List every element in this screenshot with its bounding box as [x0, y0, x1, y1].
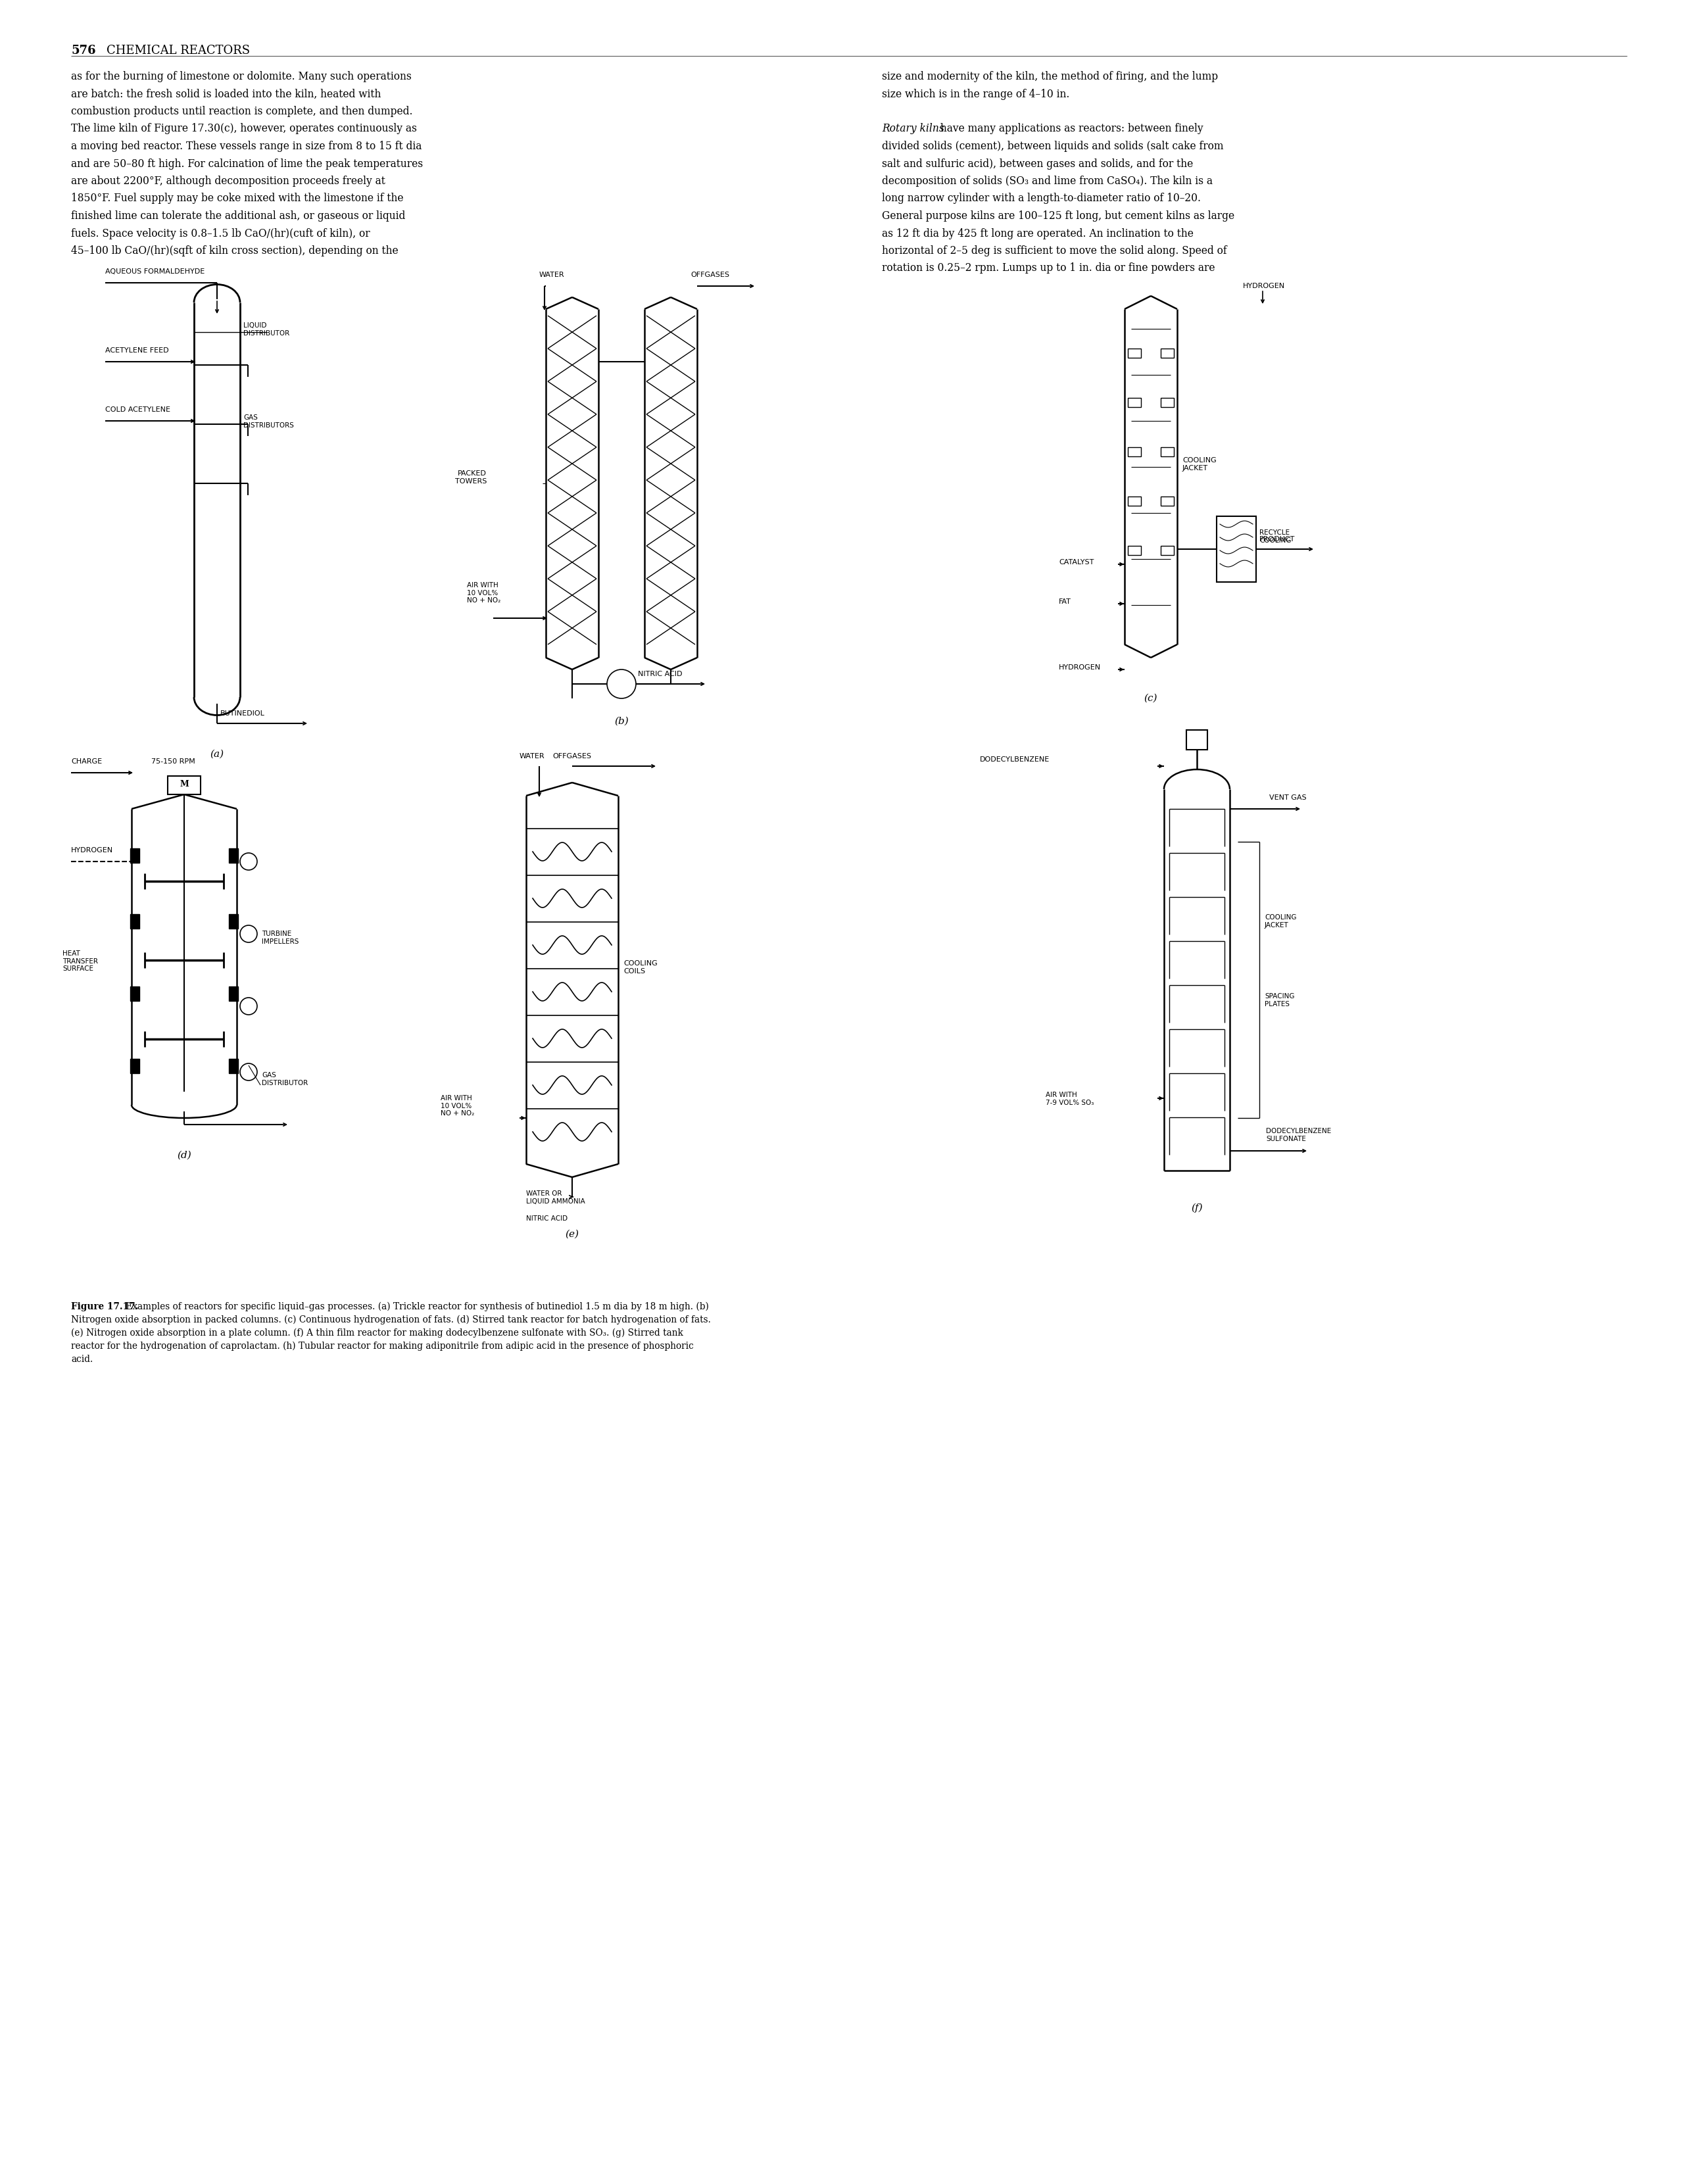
Text: (e) Nitrogen oxide absorption in a plate column. (f) A thin film reactor for mak: (e) Nitrogen oxide absorption in a plate…: [71, 1328, 683, 1339]
Bar: [131, 1059, 139, 1072]
Bar: [1127, 546, 1141, 555]
Bar: [131, 847, 139, 863]
Bar: [131, 915, 139, 928]
Text: (a): (a): [211, 749, 224, 758]
Text: 576: 576: [71, 44, 95, 57]
Text: (b): (b): [615, 716, 628, 725]
Text: reactor for the hydrogenation of caprolactam. (h) Tubular reactor for making adi: reactor for the hydrogenation of caprola…: [71, 1341, 694, 1352]
Text: are about 2200°F, although decomposition proceeds freely at: are about 2200°F, although decomposition…: [71, 175, 385, 188]
Text: Figure 17.17.: Figure 17.17.: [71, 1302, 138, 1310]
Text: HEAT
TRANSFER
SURFACE: HEAT TRANSFER SURFACE: [63, 950, 98, 972]
Text: GAS
DISTRIBUTOR: GAS DISTRIBUTOR: [261, 1072, 307, 1085]
Text: COOLING
JACKET: COOLING JACKET: [1265, 915, 1297, 928]
Text: NITRIC ACID: NITRIC ACID: [638, 670, 683, 677]
Text: COLD ACETYLENE: COLD ACETYLENE: [105, 406, 170, 413]
Text: fuels. Space velocity is 0.8–1.5 lb CaO/(hr)(cuft of kiln), or: fuels. Space velocity is 0.8–1.5 lb CaO/…: [71, 227, 370, 238]
Bar: [1161, 349, 1173, 358]
Text: OFFGASES: OFFGASES: [554, 753, 591, 760]
Text: OFFGASES: OFFGASES: [691, 271, 730, 277]
Bar: [1161, 448, 1173, 456]
Text: FAT: FAT: [1060, 598, 1071, 605]
Text: 1850°F. Fuel supply may be coke mixed with the limestone if the: 1850°F. Fuel supply may be coke mixed wi…: [71, 192, 404, 203]
Text: GAS
DISTRIBUTORS: GAS DISTRIBUTORS: [243, 415, 294, 428]
Text: (f): (f): [1190, 1203, 1202, 1212]
Text: ACETYLENE FEED: ACETYLENE FEED: [105, 347, 168, 354]
Bar: [229, 915, 238, 928]
Text: AIR WITH
7-9 VOL% SO₃: AIR WITH 7-9 VOL% SO₃: [1046, 1092, 1094, 1105]
Text: DODECYLBENZENE
SULFONATE: DODECYLBENZENE SULFONATE: [1267, 1127, 1331, 1142]
Text: PRODUCT: PRODUCT: [1260, 535, 1296, 542]
Text: AQUEOUS FORMALDEHYDE: AQUEOUS FORMALDEHYDE: [105, 269, 205, 275]
Bar: [1127, 496, 1141, 507]
Text: as 12 ft dia by 425 ft long are operated. An inclination to the: as 12 ft dia by 425 ft long are operated…: [881, 227, 1194, 238]
Text: (c): (c): [1144, 695, 1158, 703]
Bar: [1127, 448, 1141, 456]
Bar: [229, 1059, 238, 1072]
Text: COOLING
JACKET: COOLING JACKET: [1182, 456, 1216, 472]
Text: SPACING
PLATES: SPACING PLATES: [1265, 994, 1294, 1007]
Text: WATER OR
LIQUID AMMONIA: WATER OR LIQUID AMMONIA: [526, 1190, 586, 1206]
Text: salt and sulfuric acid), between gases and solids, and for the: salt and sulfuric acid), between gases a…: [881, 157, 1194, 170]
Bar: [131, 987, 139, 1000]
Text: DODECYLBENZENE: DODECYLBENZENE: [980, 756, 1049, 762]
Text: CHARGE: CHARGE: [71, 758, 102, 764]
Bar: [1161, 546, 1173, 555]
Text: HYDROGEN: HYDROGEN: [1243, 282, 1285, 288]
Text: (e): (e): [565, 1230, 579, 1238]
Text: BUTINEDIOL: BUTINEDIOL: [221, 710, 265, 716]
Text: rotation is 0.25–2 rpm. Lumps up to 1 in. dia or fine powders are: rotation is 0.25–2 rpm. Lumps up to 1 in…: [881, 262, 1216, 273]
Text: combustion products until reaction is complete, and then dumped.: combustion products until reaction is co…: [71, 105, 413, 118]
Text: decomposition of solids (SO₃ and lime from CaSO₄). The kiln is a: decomposition of solids (SO₃ and lime fr…: [881, 175, 1212, 188]
Bar: [1216, 515, 1257, 581]
Text: AIR WITH
10 VOL%
NO + NO₂: AIR WITH 10 VOL% NO + NO₂: [440, 1094, 474, 1116]
Text: M: M: [180, 780, 188, 788]
Text: are batch: the fresh solid is loaded into the kiln, heated with: are batch: the fresh solid is loaded int…: [71, 87, 380, 100]
Bar: [229, 987, 238, 1000]
Text: The lime kiln of Figure 17.30(c), however, operates continuously as: The lime kiln of Figure 17.30(c), howeve…: [71, 122, 416, 135]
Text: as for the burning of limestone or dolomite. Many such operations: as for the burning of limestone or dolom…: [71, 72, 411, 83]
Text: PACKED
TOWERS: PACKED TOWERS: [455, 470, 487, 485]
Bar: [168, 775, 200, 795]
Text: RECYCLE
COOLING: RECYCLE COOLING: [1260, 529, 1290, 544]
Text: finished lime can tolerate the additional ash, or gaseous or liquid: finished lime can tolerate the additiona…: [71, 210, 406, 221]
Text: WATER: WATER: [520, 753, 545, 760]
Bar: [1187, 729, 1207, 749]
Bar: [1161, 496, 1173, 507]
Text: Examples of reactors for specific liquid–gas processes. (a) Trickle reactor for : Examples of reactors for specific liquid…: [124, 1302, 710, 1313]
Text: General purpose kilns are 100–125 ft long, but cement kilns as large: General purpose kilns are 100–125 ft lon…: [881, 210, 1234, 221]
Text: have many applications as reactors: between finely: have many applications as reactors: betw…: [937, 122, 1204, 135]
Text: size which is in the range of 4–10 in.: size which is in the range of 4–10 in.: [881, 87, 1070, 100]
Text: Nitrogen oxide absorption in packed columns. (c) Continuous hydrogenation of fat: Nitrogen oxide absorption in packed colu…: [71, 1315, 711, 1326]
Text: CATALYST: CATALYST: [1060, 559, 1094, 566]
Text: AIR WITH
10 VOL%
NO + NO₂: AIR WITH 10 VOL% NO + NO₂: [467, 581, 501, 603]
Bar: [1127, 397, 1141, 406]
Text: LIQUID
DISTRIBUTOR: LIQUID DISTRIBUTOR: [243, 323, 290, 336]
Text: (d): (d): [177, 1151, 192, 1160]
Text: divided solids (cement), between liquids and solids (salt cake from: divided solids (cement), between liquids…: [881, 140, 1224, 153]
Text: TURBINE
IMPELLERS: TURBINE IMPELLERS: [261, 930, 299, 946]
Text: NITRIC ACID: NITRIC ACID: [526, 1214, 567, 1221]
Text: COOLING
COILS: COOLING COILS: [623, 961, 657, 974]
Text: Rotary kilns: Rotary kilns: [881, 122, 944, 135]
Text: VENT GAS: VENT GAS: [1268, 795, 1306, 802]
Text: long narrow cylinder with a length-to-diameter ratio of 10–20.: long narrow cylinder with a length-to-di…: [881, 192, 1200, 203]
Text: horizontal of 2–5 deg is sufficient to move the solid along. Speed of: horizontal of 2–5 deg is sufficient to m…: [881, 245, 1228, 256]
Text: size and modernity of the kiln, the method of firing, and the lump: size and modernity of the kiln, the meth…: [881, 72, 1217, 83]
Bar: [1161, 397, 1173, 406]
Text: acid.: acid.: [71, 1354, 93, 1365]
Text: 45–100 lb CaO/(hr)(sqft of kiln cross section), depending on the: 45–100 lb CaO/(hr)(sqft of kiln cross se…: [71, 245, 399, 256]
Text: and are 50–80 ft high. For calcination of lime the peak temperatures: and are 50–80 ft high. For calcination o…: [71, 157, 423, 170]
Bar: [1127, 349, 1141, 358]
Text: 75-150 RPM: 75-150 RPM: [151, 758, 195, 764]
Text: HYDROGEN: HYDROGEN: [1060, 664, 1100, 670]
Text: CHEMICAL REACTORS: CHEMICAL REACTORS: [107, 44, 250, 57]
Text: HYDROGEN: HYDROGEN: [71, 847, 114, 854]
Bar: [229, 847, 238, 863]
Text: a moving bed reactor. These vessels range in size from 8 to 15 ft dia: a moving bed reactor. These vessels rang…: [71, 140, 421, 153]
Text: WATER: WATER: [540, 271, 565, 277]
